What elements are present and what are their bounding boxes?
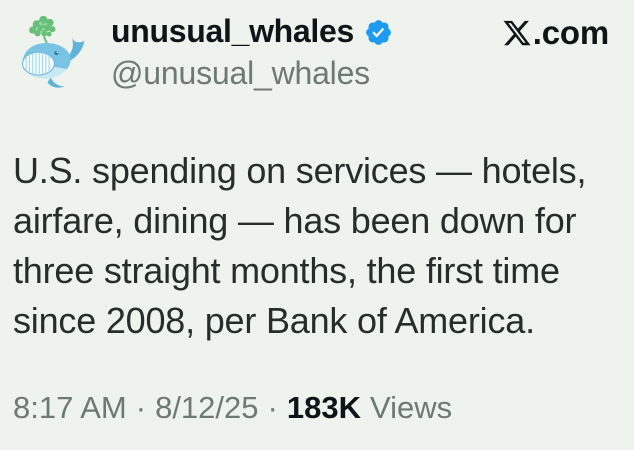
site-label: .com <box>502 14 609 52</box>
display-name[interactable]: unusual_whales <box>111 12 354 49</box>
verified-badge-icon <box>366 20 391 45</box>
site-suffix: .com <box>532 14 609 51</box>
handle[interactable]: @unusual_whales <box>111 55 370 91</box>
separator-dot: · <box>267 390 278 425</box>
whale-avatar-icon <box>21 15 85 88</box>
tweet-footer: 8:17 AM · 8/12/25 · 183K Views <box>13 390 621 426</box>
date: 8/12/25 <box>155 390 259 425</box>
tweet-header: unusual_whales @unusual_whales .com <box>13 12 621 98</box>
x-logo-icon <box>503 20 531 46</box>
identity-block: unusual_whales @unusual_whales <box>111 12 393 98</box>
name-row: unusual_whales <box>111 12 393 50</box>
tweet-text: U.S. spending on services — hotels, airf… <box>13 150 587 341</box>
separator-dot: · <box>135 390 147 425</box>
views-count: 183K <box>286 390 361 425</box>
timestamp: 8:17 AM <box>13 390 127 425</box>
avatar[interactable] <box>13 12 95 98</box>
views-label: Views <box>369 390 453 425</box>
